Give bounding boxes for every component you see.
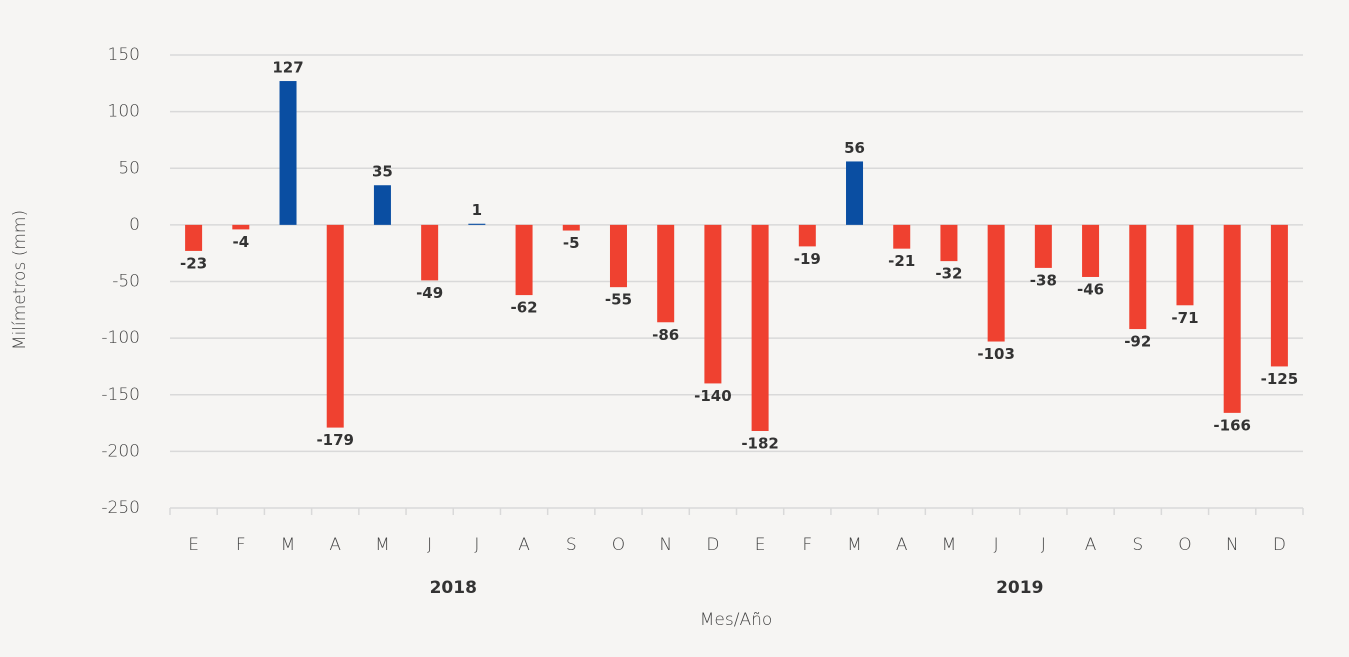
x-tick-label: F: [802, 535, 812, 555]
value-label: 1: [472, 201, 482, 219]
x-tick-label: J: [994, 535, 999, 555]
value-label: -46: [1077, 280, 1104, 298]
value-label: -182: [741, 434, 779, 452]
bar: [468, 223, 486, 225]
x-axis-title: Mes/Año: [700, 610, 773, 630]
y-tick-label: -100: [101, 328, 140, 348]
y-tick-label: -200: [101, 441, 140, 461]
y-tick-label: 100: [108, 102, 140, 122]
value-label: -140: [694, 387, 732, 405]
value-label: -71: [1171, 309, 1198, 327]
x-tick-label: O: [612, 535, 625, 555]
y-tick-label: 150: [108, 45, 140, 65]
bar: [562, 224, 580, 231]
x-tick-label: O: [1178, 535, 1191, 555]
x-tick-label: D: [706, 535, 719, 555]
value-label: -179: [316, 431, 354, 449]
y-tick-label: 0: [129, 215, 140, 235]
group-label: 2018: [430, 578, 477, 598]
x-tick-label: F: [236, 535, 246, 555]
value-label: -62: [511, 299, 538, 317]
x-tick-label: N: [659, 535, 672, 555]
bar: [609, 224, 627, 288]
bar: [657, 224, 675, 323]
value-label: -4: [232, 233, 249, 251]
y-tick-label: -50: [112, 272, 140, 292]
bar: [846, 161, 864, 225]
x-tick-label: E: [755, 535, 766, 555]
value-label: 56: [844, 139, 865, 157]
group-label: 2019: [996, 578, 1043, 598]
value-label: -103: [977, 345, 1015, 363]
bar: [1082, 224, 1100, 277]
value-label: -21: [888, 252, 915, 270]
y-tick-label: -250: [101, 498, 140, 518]
x-tick-label: A: [518, 535, 530, 555]
value-label: -55: [605, 291, 632, 309]
bar: [751, 224, 769, 431]
x-tick-label: N: [1226, 535, 1239, 555]
bar: [893, 224, 911, 249]
bar: [1223, 224, 1241, 413]
x-tick-label: J: [427, 535, 432, 555]
bar: [185, 224, 203, 251]
x-tick-label: A: [896, 535, 908, 555]
bar: [421, 224, 439, 281]
x-tick-label: A: [329, 535, 341, 555]
value-label: 35: [372, 163, 393, 181]
x-tick-label: M: [375, 535, 390, 555]
bar: [373, 185, 391, 225]
y-axis-title: Milímetros (mm): [10, 210, 30, 350]
y-tick-label: -150: [101, 385, 140, 405]
value-label: -166: [1213, 416, 1251, 434]
x-tick-label: E: [188, 535, 199, 555]
bar: [704, 224, 722, 384]
bar: [987, 224, 1005, 342]
x-tick-label: M: [847, 535, 862, 555]
bar: [1034, 224, 1052, 268]
x-tick-label: J: [474, 535, 479, 555]
value-label: -86: [652, 326, 679, 344]
bar: [515, 224, 533, 296]
value-label: 127: [272, 59, 303, 77]
x-tick-label: D: [1273, 535, 1286, 555]
x-tick-label: A: [1085, 535, 1097, 555]
bar: [1176, 224, 1194, 306]
value-label: -49: [416, 284, 443, 302]
x-tick-label: S: [566, 535, 577, 555]
x-tick-label: S: [1132, 535, 1143, 555]
value-label: -19: [794, 250, 821, 268]
value-label: -23: [180, 254, 207, 272]
value-label: -5: [563, 234, 580, 252]
x-tick-label: M: [942, 535, 957, 555]
value-label: -32: [935, 265, 962, 283]
bar: [1270, 224, 1288, 367]
value-label: -125: [1261, 370, 1299, 388]
x-tick-label: M: [281, 535, 296, 555]
bar: [1129, 224, 1147, 330]
bar: [798, 224, 816, 247]
value-label: -92: [1124, 333, 1151, 351]
bar: [279, 81, 297, 225]
y-tick-label: 50: [118, 158, 140, 178]
bar: [940, 224, 958, 262]
bar: [326, 224, 344, 428]
bar: [232, 224, 250, 230]
x-tick-label: J: [1041, 535, 1046, 555]
value-label: -38: [1030, 271, 1057, 289]
